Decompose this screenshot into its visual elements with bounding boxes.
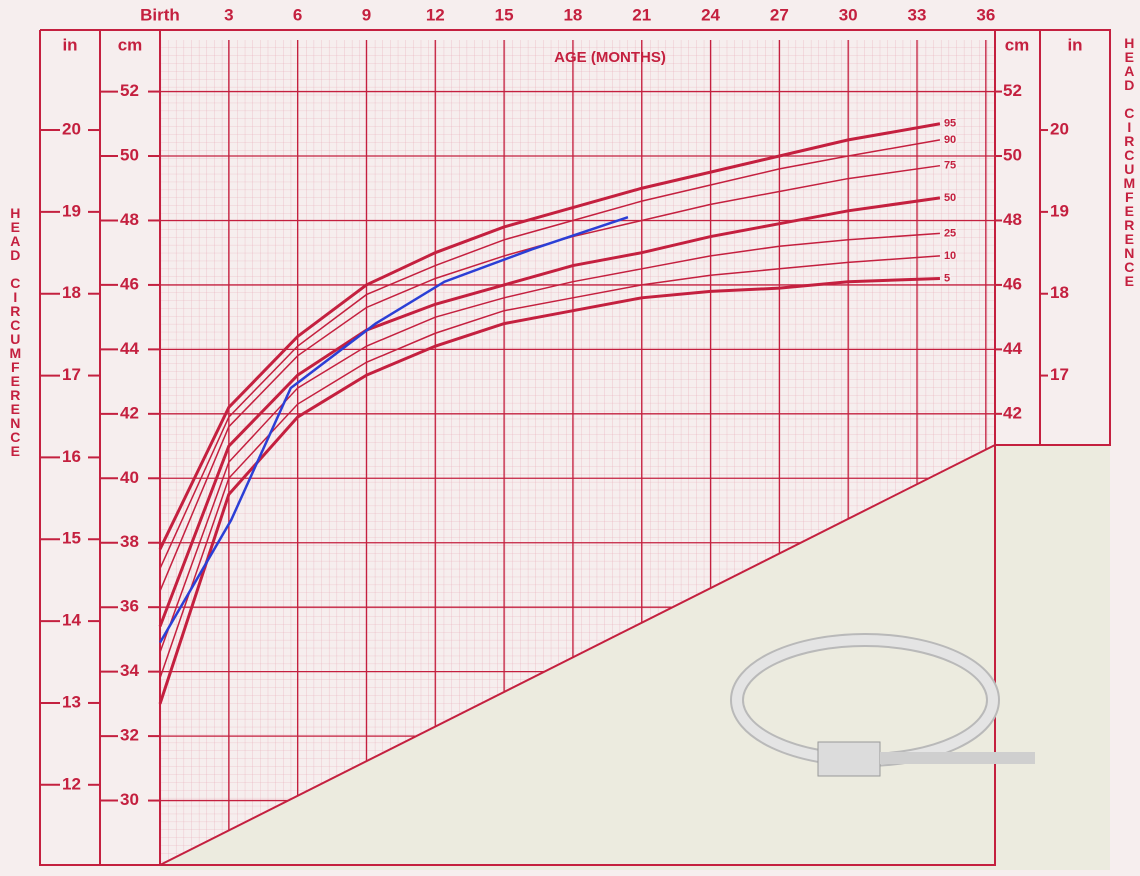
y-tick-label: 44 — [1003, 339, 1022, 358]
inch-header: in — [1067, 35, 1082, 54]
x-tick-label: 21 — [632, 5, 651, 24]
y-tick-label: 40 — [120, 468, 139, 487]
percentile-label: 5 — [944, 272, 950, 284]
y-axis-label-right: HEAD CIRCUMFERENCE — [1121, 35, 1137, 287]
x-tick-label: 30 — [839, 5, 858, 24]
percentile-label: 10 — [944, 250, 956, 262]
y-tick-label: 50 — [1003, 146, 1022, 165]
percentile-label: 95 — [944, 118, 956, 130]
inch-header: in — [62, 35, 77, 54]
y2-tick-label: 20 — [1050, 120, 1069, 139]
y2-tick-label: 19 — [62, 201, 81, 220]
y-tick-label: 52 — [1003, 81, 1022, 100]
percentile-label: 75 — [944, 160, 956, 172]
y2-tick-label: 19 — [1050, 201, 1069, 220]
y2-tick-label: 20 — [62, 120, 81, 139]
x-tick-label: 12 — [426, 5, 445, 24]
x-tick-label: 6 — [293, 5, 302, 24]
cm-header: cm — [118, 35, 143, 54]
y2-tick-label: 12 — [62, 774, 81, 793]
x-tick-label: 33 — [908, 5, 927, 24]
y-tick-label: 52 — [120, 81, 139, 100]
y-tick-label: 46 — [1003, 274, 1022, 293]
cm-header: cm — [1005, 35, 1030, 54]
y2-tick-label: 13 — [62, 692, 81, 711]
y-tick-label: 44 — [120, 339, 139, 358]
percentile-label: 90 — [944, 134, 956, 146]
y-tick-label: 46 — [120, 274, 139, 293]
page: in cm cm in AGE (MONTHS) HEAD CIRCUMFERE… — [0, 0, 1140, 876]
tape-buckle — [818, 742, 880, 776]
x-tick-label: 15 — [495, 5, 514, 24]
y-tick-label: 48 — [120, 210, 139, 229]
y2-tick-label: 17 — [1050, 365, 1069, 384]
y-tick-label: 42 — [1003, 403, 1022, 422]
y-tick-label: 32 — [120, 726, 139, 745]
x-axis-label: AGE (MONTHS) — [554, 49, 666, 66]
y2-tick-label: 15 — [62, 529, 81, 548]
y-tick-label: 42 — [120, 403, 139, 422]
y-tick-label: 34 — [120, 661, 139, 680]
x-tick-label: Birth — [140, 5, 180, 24]
y-tick-label: 48 — [1003, 210, 1022, 229]
y-tick-label: 38 — [120, 532, 139, 551]
percentile-label: 25 — [944, 227, 956, 239]
x-tick-label: 18 — [563, 5, 582, 24]
x-tick-label: 27 — [770, 5, 789, 24]
x-tick-label: 24 — [701, 5, 720, 24]
percentile-label: 50 — [944, 192, 956, 204]
chart: in cm cm in AGE (MONTHS) HEAD CIRCUMFERE… — [0, 0, 1140, 876]
y-axis-label: HEAD CIRCUMFERENCE — [7, 205, 23, 457]
y2-tick-label: 16 — [62, 447, 81, 466]
y2-tick-label: 14 — [62, 611, 81, 630]
y-tick-label: 30 — [120, 790, 139, 809]
y2-tick-label: 18 — [62, 283, 81, 302]
y-tick-label: 50 — [120, 146, 139, 165]
x-tick-label: 36 — [976, 5, 995, 24]
y2-tick-label: 17 — [62, 365, 81, 384]
x-tick-label: 3 — [224, 5, 233, 24]
y-tick-label: 36 — [120, 597, 139, 616]
x-tick-label: 9 — [362, 5, 371, 24]
y2-tick-label: 18 — [1050, 283, 1069, 302]
